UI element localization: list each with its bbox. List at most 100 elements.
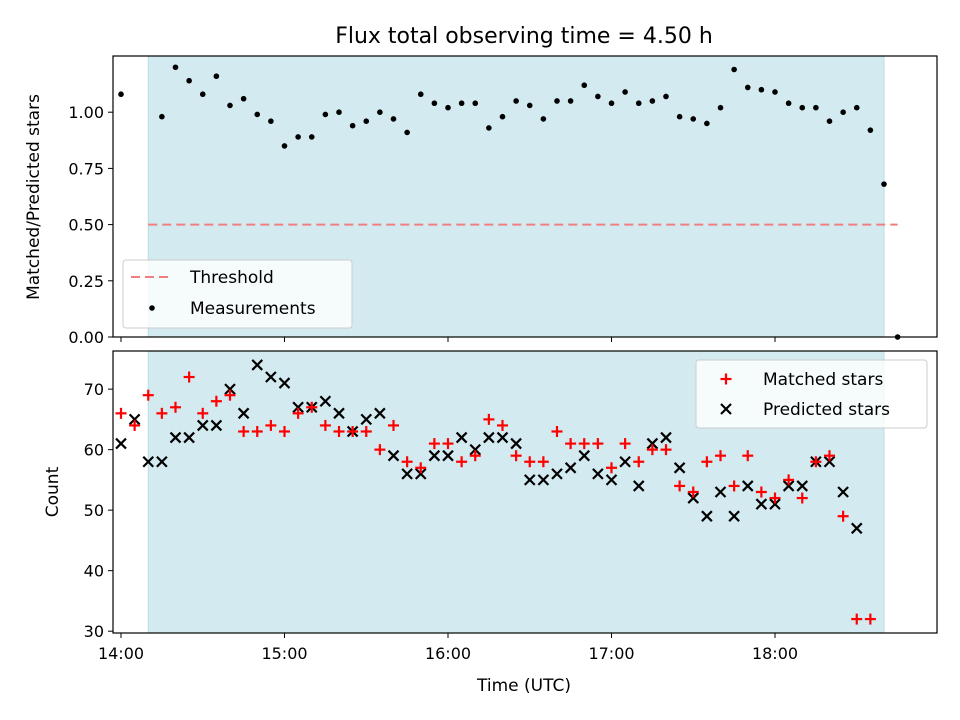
predicted-star-point (578, 449, 591, 462)
bottom-panel: 30 40 50 60 70 14:00 15:00 16:00 17:00 18:00 Cou… (43, 350, 938, 696)
legend-matched-marker (720, 373, 732, 385)
matched-star-point (319, 419, 331, 431)
bottom-legend: Matched stars Predicted stars (695, 359, 928, 429)
matched-star-point (728, 480, 740, 492)
measurement-point (213, 73, 220, 80)
x-tick-label-1400: 14:00 (98, 644, 144, 663)
matched-star-point (279, 425, 290, 437)
predicted-star-point (551, 468, 563, 480)
predicted-star-point (646, 437, 659, 450)
measurement-point (159, 113, 165, 120)
matched-star-point (810, 456, 822, 468)
predicted-star-point (442, 449, 454, 462)
measurement-point (731, 66, 737, 73)
predicted-star-point (714, 486, 727, 498)
predicted-star-point (660, 431, 672, 444)
matched-star-point (347, 425, 359, 437)
chart-title: Flux total observing time = 4.50 h (335, 24, 713, 49)
matched-star-point (306, 401, 318, 413)
measurement-point (717, 104, 724, 111)
measurement-point (635, 100, 642, 107)
legend-matched-label: Matched stars (763, 370, 883, 390)
y-tick-label-025: 0.25 (68, 272, 104, 291)
matched-star-point (115, 407, 127, 419)
matched-star-point (742, 450, 754, 462)
x-tick-label-1700: 17:00 (588, 644, 634, 663)
measurement-point (199, 91, 206, 98)
measurement-point (322, 111, 329, 118)
measurement-point (813, 104, 819, 111)
measurement-points (118, 64, 901, 340)
predicted-star-point (414, 468, 427, 480)
matched-star-point (333, 425, 345, 437)
measurement-point (308, 134, 315, 140)
matched-star-point (687, 486, 699, 498)
matched-star-point (388, 419, 399, 431)
measurement-point (172, 64, 179, 71)
matched-star-point (197, 407, 209, 419)
matched-star-point (619, 438, 631, 450)
predicted-star-point (755, 498, 768, 510)
measurement-point (744, 84, 751, 91)
y-tick-label-40: 40 (84, 562, 104, 581)
legend-predicted-swatch (720, 403, 732, 415)
predicted-star-point (605, 474, 618, 486)
predicted-star-point (782, 480, 795, 492)
y-tick-label-30: 30 (84, 622, 104, 641)
matched-star-point (606, 462, 617, 474)
y-tick-label-60: 60 (84, 441, 104, 460)
predicted-star-point (115, 437, 127, 450)
matched-star-point (837, 510, 849, 522)
predicted-star-point (169, 431, 182, 444)
measurement-point (881, 181, 887, 187)
predicted-star-point (741, 480, 754, 492)
predicted-star-point (224, 383, 236, 395)
bottom-y-ticks: 30 40 50 60 70 (84, 380, 113, 641)
matched-star-point (755, 486, 767, 498)
measurement-point (540, 116, 547, 122)
bottom-legend-box (695, 359, 928, 429)
y-tick-label-000: 0.00 (68, 328, 104, 347)
x-axis-label: Time (UTC) (476, 676, 571, 696)
predicted-star-point (142, 455, 155, 468)
measurement-point (867, 127, 874, 133)
measurement-point (826, 118, 833, 124)
predicted-star-point (687, 492, 700, 504)
predicted-star-point (850, 522, 863, 535)
measurement-point (785, 100, 792, 107)
measurement-point (772, 89, 778, 95)
matched-star-point (360, 425, 372, 437)
predicted-star-point (401, 468, 413, 480)
measurement-point (799, 104, 806, 111)
matched-star-point (537, 456, 549, 468)
measurement-point (853, 104, 860, 111)
matched-star-point (401, 456, 413, 468)
measurement-point (622, 89, 628, 95)
matched-star-point (483, 413, 495, 425)
predicted-star-point (210, 419, 223, 432)
measurement-point (704, 120, 710, 127)
measurement-point (254, 111, 261, 118)
legend-predicted-label: Predicted stars (763, 400, 890, 420)
measurement-point (363, 118, 370, 124)
measurement-point (758, 86, 765, 93)
predicted-star-point (360, 413, 373, 426)
matched-star-point (251, 425, 263, 437)
top-x-ticks (120, 337, 776, 342)
measurement-point (118, 91, 124, 98)
predicted-star-point (701, 510, 713, 522)
matched-star-point (674, 480, 686, 492)
matched-star-point (824, 450, 835, 462)
matched-star-point (428, 438, 440, 450)
predicted-star-point (537, 474, 550, 486)
legend-measurements-label: Measurements (190, 299, 316, 319)
measurement-point (840, 109, 846, 115)
top-y-ticks: 0.00 0.25 0.50 0.75 1.00 (68, 103, 113, 347)
matched-star-point (715, 450, 726, 462)
matched-star-point (142, 389, 154, 401)
measurement-point (663, 93, 669, 100)
matched-star-point (374, 444, 386, 456)
legend-predicted-marker (720, 403, 732, 415)
matched-star-point (660, 444, 672, 456)
matched-star-point (238, 425, 250, 437)
